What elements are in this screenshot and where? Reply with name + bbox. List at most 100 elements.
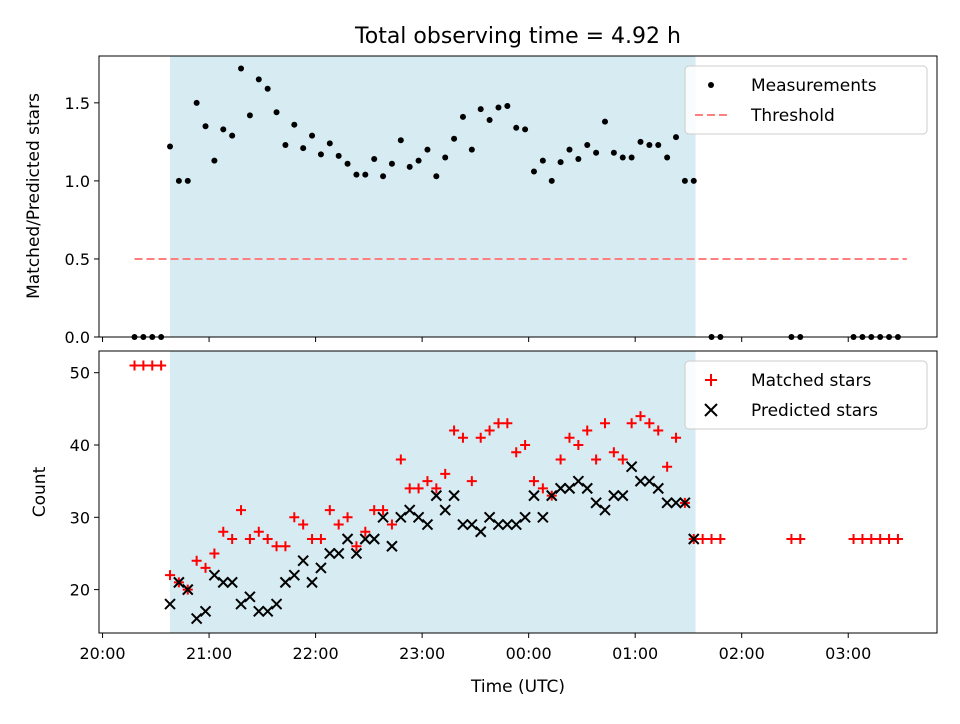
bottom-y-tick-label: 40: [70, 436, 90, 455]
legend-predicted-swatch: [704, 403, 718, 417]
matched-star-marker: [555, 454, 566, 465]
measurement-point: [566, 146, 573, 153]
measurement-point: [593, 149, 600, 156]
predicted-star-marker: [590, 497, 602, 509]
predicted-star-marker: [235, 598, 247, 610]
predicted-star-marker: [377, 511, 389, 524]
predicted-star-marker: [217, 576, 229, 589]
matched-star-marker: [342, 512, 353, 523]
predicted-star-marker: [652, 482, 664, 495]
measurement-point: [681, 177, 688, 184]
top-y-tick-label: 0.0: [65, 328, 90, 347]
measurement-point: [619, 154, 626, 161]
matched-star-marker: [369, 505, 380, 516]
bottom-x-tick-label: 01:00: [612, 644, 658, 663]
matched-star-marker: [786, 534, 797, 544]
matched-star-marker: [351, 541, 362, 552]
predicted-star-marker: [679, 497, 691, 509]
measurement-point: [690, 177, 697, 184]
matched-star-marker: [156, 360, 167, 371]
predicted-star-marker: [359, 533, 372, 545]
matched-star-marker: [431, 483, 442, 494]
measurement-point: [229, 132, 236, 139]
legend-matched-swatch: [705, 374, 717, 386]
bottom-series-predicted-stars: [164, 460, 700, 625]
measurement-point: [326, 140, 333, 147]
measurement-point: [415, 157, 422, 164]
predicted-star-marker: [395, 511, 407, 524]
measurement-point: [175, 177, 182, 184]
legend-measurement-swatch: [708, 82, 714, 88]
matched-star-marker: [457, 432, 468, 443]
matched-star-marker: [706, 534, 717, 544]
matched-star-marker: [227, 534, 238, 544]
measurement-point: [548, 177, 555, 184]
matched-star-marker: [307, 534, 318, 544]
matched-star-marker: [395, 454, 406, 465]
predicted-star-marker: [350, 547, 363, 560]
bottom-x-tick-label: 02:00: [719, 644, 765, 663]
measurement-point: [628, 154, 635, 161]
matched-star-marker: [892, 534, 903, 544]
matched-star-marker: [848, 534, 859, 544]
measurement-point: [637, 138, 644, 145]
predicted-star-marker: [466, 518, 478, 531]
predicted-star-marker: [572, 475, 585, 487]
bottom-x-tick-label: 20:00: [79, 644, 125, 663]
measurement-point: [397, 137, 404, 144]
measurement-point: [282, 141, 289, 148]
matched-star-marker: [484, 425, 495, 436]
matched-star-marker: [520, 440, 531, 450]
predicted-star-marker: [439, 504, 451, 516]
matched-star-marker: [537, 483, 548, 494]
matched-star-marker: [564, 432, 575, 443]
top-y-tick-label: 1.5: [65, 94, 90, 113]
predicted-star-marker: [688, 533, 700, 545]
predicted-star-marker: [190, 612, 203, 625]
matched-star-marker: [289, 512, 300, 523]
matched-star-marker: [271, 541, 282, 552]
legend-label: Threshold: [750, 106, 835, 126]
predicted-star-marker: [617, 489, 629, 502]
matched-star-marker: [386, 519, 397, 530]
measurement-point: [495, 104, 502, 111]
predicted-star-marker: [519, 511, 531, 524]
predicted-star-marker: [403, 504, 416, 516]
matched-star-marker: [573, 440, 584, 450]
legend-label: Measurements: [751, 76, 877, 96]
predicted-star-marker: [324, 547, 336, 560]
matched-star-marker: [875, 534, 886, 544]
matched-star-marker: [617, 454, 628, 465]
measurement-point: [424, 146, 431, 153]
matched-star-marker: [591, 454, 602, 465]
measurement-point: [522, 126, 529, 133]
measurement-point: [273, 109, 280, 116]
measurement-point: [530, 168, 537, 175]
matched-star-marker: [671, 432, 682, 443]
bottom-y-tick-label: 20: [70, 581, 90, 600]
measurement-point: [371, 156, 378, 163]
predicted-star-marker: [510, 518, 522, 531]
predicted-star-marker: [625, 460, 638, 473]
matched-star-marker: [147, 360, 158, 371]
top-y-tick-label: 0.5: [65, 250, 90, 269]
measurement-point: [335, 152, 342, 159]
predicted-star-marker: [599, 504, 611, 516]
matched-star-marker: [209, 548, 220, 559]
matched-star-marker: [253, 526, 264, 537]
predicted-star-marker: [430, 489, 443, 502]
matched-star-marker: [493, 418, 504, 429]
matched-star-marker: [262, 534, 273, 544]
predicted-star-marker: [288, 569, 301, 581]
measurement-point: [362, 171, 369, 178]
matched-star-marker: [795, 534, 806, 544]
predicted-star-marker: [634, 475, 647, 487]
predicted-star-marker: [315, 562, 327, 574]
measurement-point: [477, 106, 484, 113]
measurement-point: [317, 151, 324, 158]
legend-box: [684, 360, 928, 430]
measurement-point: [291, 121, 298, 128]
matched-star-marker: [218, 526, 229, 537]
measurement-point: [539, 157, 546, 164]
